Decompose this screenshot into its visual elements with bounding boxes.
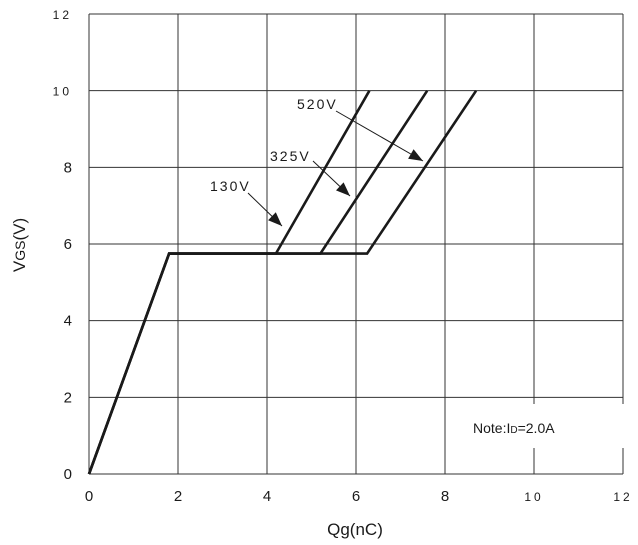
y-axis-label-sub: GS [12, 241, 28, 261]
x-tick-label: 4 [263, 488, 271, 505]
y-tick-label: 2 [64, 389, 72, 406]
annotation-520v: 520V [297, 96, 424, 162]
annotation-label: 325V [270, 148, 311, 164]
y-tick-label: 8 [64, 159, 72, 176]
voltage-annotations: 130V 325V 520V [210, 96, 424, 227]
y-axis-label: VGS(V) [10, 218, 29, 272]
y-tick-label: 6 [64, 236, 72, 253]
annotation-label: 130V [210, 178, 251, 194]
x-axis-label: Qg(nC) [327, 520, 383, 539]
x-tick-labels: 0 2 4 6 8 10 12 [85, 488, 632, 505]
annotation-label: 520V [297, 96, 338, 112]
grid-lines [88, 13, 624, 475]
annotation-arrowhead [336, 182, 350, 196]
note-box: Note:ID=2.0A [462, 404, 632, 448]
x-tick-label: 6 [352, 488, 360, 505]
y-tick-label: 0 [64, 466, 72, 483]
series-line-325v [87, 89, 429, 475]
series-line-520v [87, 89, 478, 475]
x-tick-label: 8 [441, 488, 449, 505]
x-tick-label: 10 [524, 490, 543, 504]
y-axis-label-unit: (V) [10, 218, 29, 241]
annotation-arrowhead [408, 149, 423, 161]
x-tick-label: 2 [174, 488, 182, 505]
y-tick-labels: 0 2 4 6 8 10 12 [53, 8, 72, 483]
series-lines [87, 89, 478, 475]
y-tick-label: 4 [64, 313, 72, 330]
note-text: Note:ID=2.0A [473, 420, 555, 436]
series-line-130v [87, 90, 371, 475]
annotation-325v: 325V [270, 148, 351, 197]
y-axis-label-main: V [10, 260, 29, 272]
annotation-arrowhead [268, 212, 282, 226]
annotation-130v: 130V [210, 178, 283, 227]
note-sub: D [510, 425, 517, 436]
note-suffix: =2.0A [518, 420, 556, 436]
annotation-arrow-line [335, 110, 424, 162]
x-tick-label: 12 [613, 490, 632, 504]
y-tick-label: 10 [53, 85, 72, 99]
y-tick-label: 12 [53, 8, 72, 22]
x-tick-label: 0 [85, 488, 93, 505]
note-prefix: Note:I [473, 420, 510, 436]
